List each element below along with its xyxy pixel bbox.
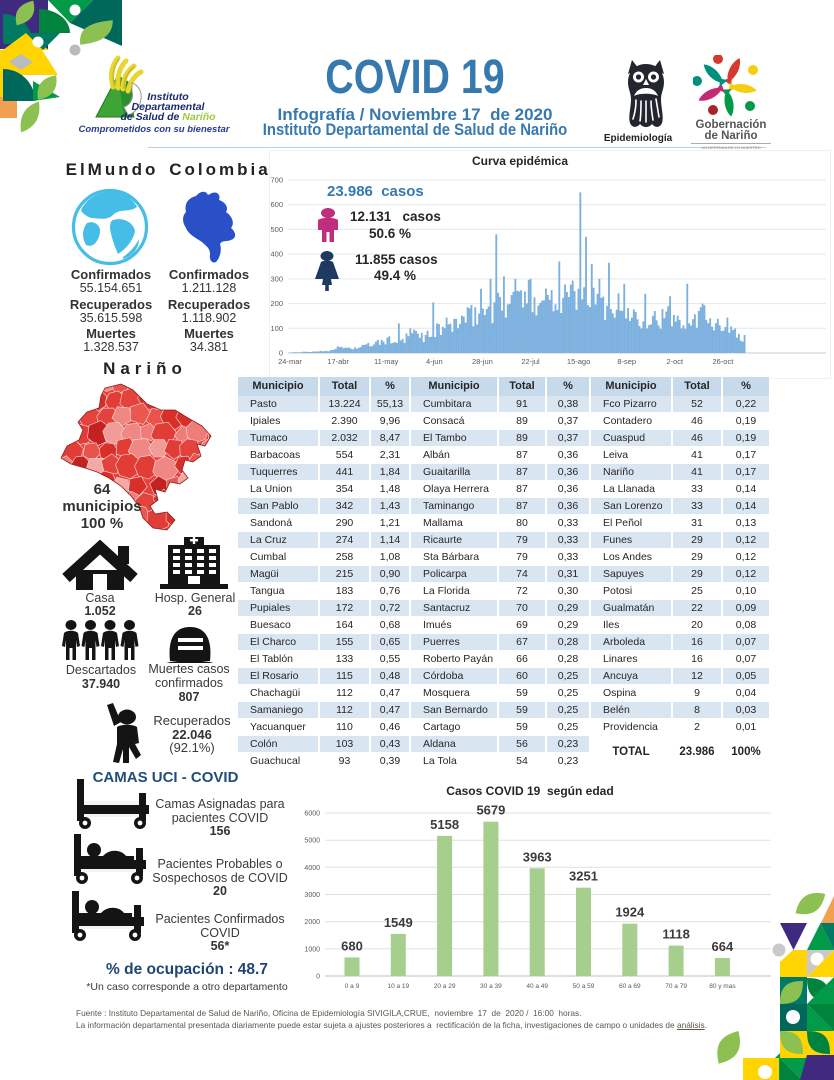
svg-text:15-ago: 15-ago xyxy=(567,357,590,366)
svg-text:26-oct: 26-oct xyxy=(712,357,734,366)
svg-text:600: 600 xyxy=(270,200,283,209)
svg-text:20 a 29: 20 a 29 xyxy=(434,983,456,990)
svg-text:700: 700 xyxy=(270,176,283,185)
svg-text:664: 664 xyxy=(712,939,734,954)
svg-text:6000: 6000 xyxy=(304,811,320,818)
svg-text:60 a 69: 60 a 69 xyxy=(619,983,641,990)
svg-text:24-mar: 24-mar xyxy=(278,357,302,366)
svg-text:1000: 1000 xyxy=(304,946,320,953)
svg-text:30 a 39: 30 a 39 xyxy=(480,983,502,990)
svg-text:80 y mas: 80 y mas xyxy=(709,983,736,990)
svg-text:50 a 59: 50 a 59 xyxy=(573,983,595,990)
svg-text:5679: 5679 xyxy=(476,803,505,818)
svg-text:500: 500 xyxy=(270,225,283,234)
svg-text:0: 0 xyxy=(279,349,283,358)
svg-text:3000: 3000 xyxy=(304,892,320,899)
svg-text:300: 300 xyxy=(270,274,283,283)
svg-text:3963: 3963 xyxy=(523,849,552,864)
svg-text:2000: 2000 xyxy=(304,919,320,926)
svg-text:5000: 5000 xyxy=(304,838,320,845)
svg-text:200: 200 xyxy=(270,299,283,308)
svg-text:2-oct: 2-oct xyxy=(666,357,684,366)
svg-text:17-abr: 17-abr xyxy=(327,357,349,366)
svg-text:1549: 1549 xyxy=(384,915,413,930)
svg-text:8-sep: 8-sep xyxy=(617,357,636,366)
svg-text:1924: 1924 xyxy=(615,905,645,920)
svg-text:680: 680 xyxy=(341,939,363,954)
svg-text:22-jul: 22-jul xyxy=(521,357,540,366)
svg-text:0: 0 xyxy=(316,974,320,981)
svg-text:40 a 49: 40 a 49 xyxy=(526,983,548,990)
svg-text:10 a 19: 10 a 19 xyxy=(387,983,409,990)
svg-text:100: 100 xyxy=(270,324,283,333)
svg-text:4000: 4000 xyxy=(304,865,320,872)
svg-text:3251: 3251 xyxy=(569,869,598,884)
svg-text:70 a 79: 70 a 79 xyxy=(665,983,687,990)
svg-text:5158: 5158 xyxy=(430,817,459,832)
svg-text:0 a 9: 0 a 9 xyxy=(345,983,360,990)
svg-text:400: 400 xyxy=(270,250,283,259)
svg-text:28-jun: 28-jun xyxy=(472,357,493,366)
svg-text:4-jun: 4-jun xyxy=(426,357,443,366)
svg-text:11-may: 11-may xyxy=(374,357,399,366)
svg-text:1118: 1118 xyxy=(662,927,690,942)
